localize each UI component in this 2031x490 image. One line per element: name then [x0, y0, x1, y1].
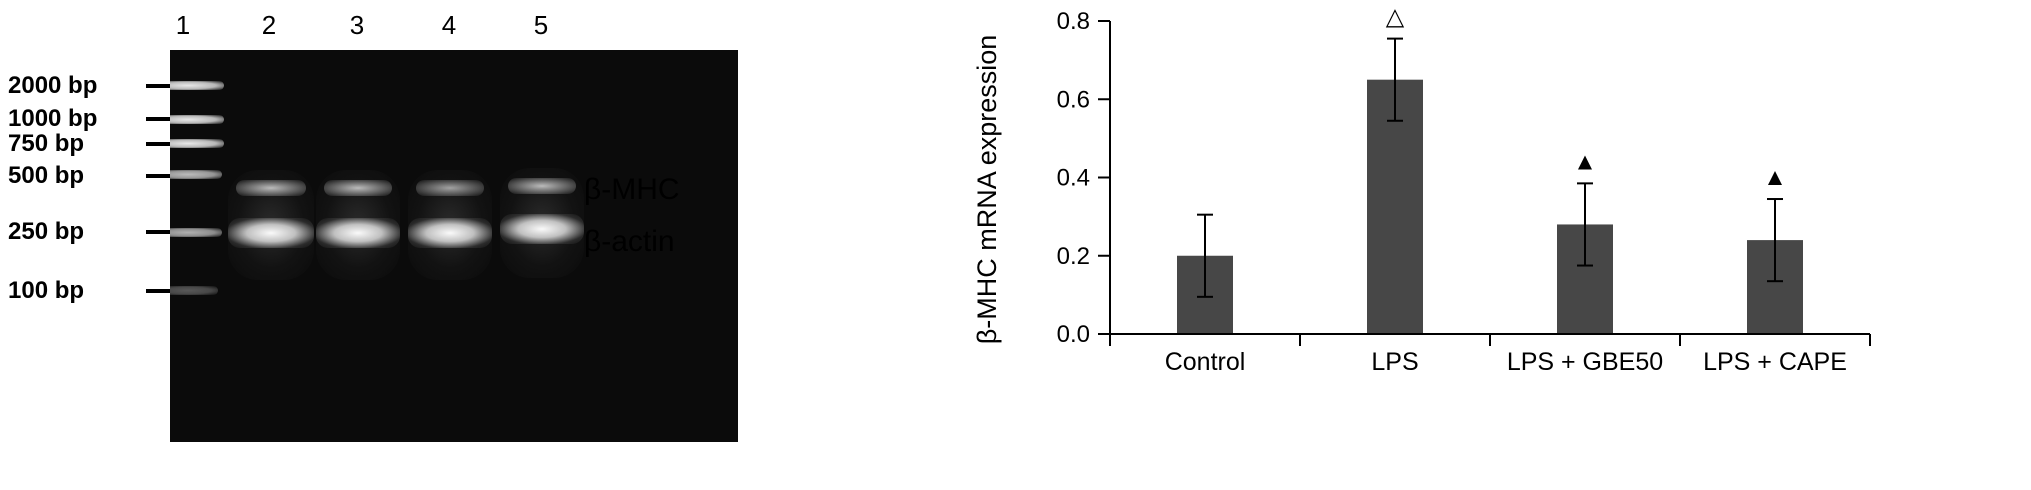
marker-tick-100: [146, 289, 172, 293]
marker-tick-500: [146, 174, 172, 178]
marker-label-750: 750 bp: [8, 130, 85, 157]
y-tick-label-0: 0.0: [1057, 321, 1090, 348]
ladder-band-250: [170, 228, 222, 237]
marker-tick-250: [146, 230, 172, 234]
band-label-mhc: β-MHC: [584, 173, 680, 206]
lane-number-2: 2: [261, 10, 277, 40]
lane-3-mhc-band: [324, 180, 392, 196]
marker-tick-2000: [146, 84, 172, 88]
significance-marker-3: ▲: [1763, 164, 1787, 191]
lane-number-5: 5: [533, 10, 549, 40]
significance-marker-1: △: [1386, 4, 1405, 31]
lane-4-actin-band: [408, 218, 492, 248]
lane-number-3: 3: [349, 10, 365, 40]
lane-2-actin-band: [228, 218, 314, 248]
ladder-band-100: [170, 286, 218, 295]
lane-5-actin-band: [500, 214, 584, 244]
marker-label-1000: 1000 bp: [8, 105, 98, 132]
y-tick-label-3: 0.6: [1057, 86, 1090, 113]
marker-label-250: 250 bp: [8, 218, 85, 245]
marker-tick-750: [146, 142, 172, 146]
lane-3-actin-band: [316, 218, 400, 248]
gel-panel: 1 2 3 4 5 2000 bp 1000 bp 750 bp 500 bp …: [0, 0, 740, 490]
marker-label-2000: 2000 bp: [8, 72, 98, 99]
ladder-band-2000: [170, 81, 224, 90]
chart-marks: 0.0 0.2 0.4 0.6 0.8 Control LPS △ LPS + GBE50 ▲ LP…: [1057, 4, 1871, 376]
category-label-2: LPS + GBE50: [1507, 348, 1663, 376]
ladder-band-750: [170, 139, 224, 148]
y-tick-label-1: 0.2: [1057, 243, 1090, 270]
lane-number-1: 1: [175, 10, 191, 40]
lane-number-4: 4: [441, 10, 457, 40]
ladder-band-500: [170, 170, 222, 179]
marker-label-100: 100 bp: [8, 277, 85, 304]
category-label-3: LPS + CAPE: [1703, 348, 1847, 376]
significance-marker-2: ▲: [1573, 148, 1597, 175]
category-label-1: LPS: [1371, 348, 1418, 376]
y-axis-label: β-MHC mRNA expression: [972, 35, 1002, 345]
bar-chart: 0.0 0.2 0.4 0.6 0.8 Control LPS △ LPS + GBE50 ▲ LP…: [972, 4, 1871, 376]
bar-1: [1367, 79, 1423, 334]
y-tick-label-4: 0.8: [1057, 8, 1090, 35]
gel-image: [170, 50, 738, 442]
lane-5-mhc-band: [508, 178, 576, 194]
lane-2-mhc-band: [236, 180, 306, 196]
band-label-actin: β-actin: [584, 225, 675, 258]
category-label-0: Control: [1165, 348, 1246, 376]
lane-4-mhc-band: [416, 180, 484, 196]
marker-label-500: 500 bp: [8, 162, 85, 189]
ladder-band-1000: [170, 115, 224, 124]
marker-tick-1000: [146, 117, 172, 121]
y-tick-label-2: 0.4: [1057, 165, 1090, 192]
